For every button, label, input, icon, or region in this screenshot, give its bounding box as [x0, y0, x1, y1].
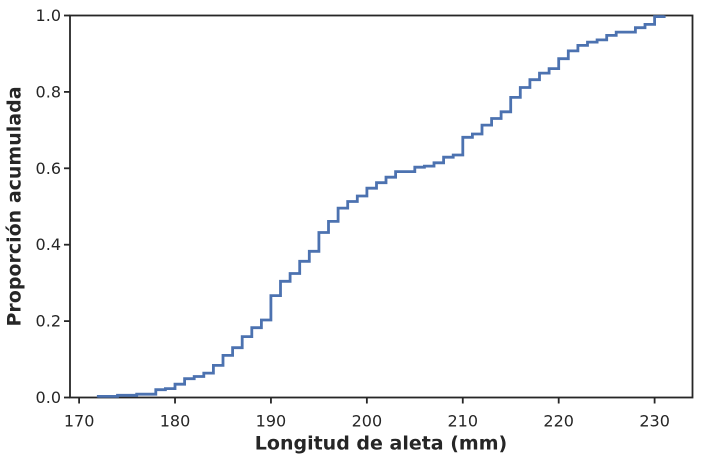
y-axis-label: Proporción acumulada — [4, 86, 26, 326]
x-tick-label: 180 — [160, 412, 191, 431]
ecdf-curve — [96, 15, 666, 398]
y-tick-label: 0.6 — [36, 159, 61, 178]
y-tick-label: 0.0 — [36, 388, 61, 407]
x-tick-label: 170 — [64, 412, 95, 431]
y-tick-label: 1.0 — [36, 6, 61, 25]
y-tick-label: 0.4 — [36, 235, 61, 254]
x-tick-label: 200 — [352, 412, 383, 431]
y-tick-label: 0.2 — [36, 312, 61, 331]
axes-box — [69, 14, 694, 399]
x-tick-label: 210 — [448, 412, 479, 431]
ecdf-line — [96, 15, 666, 398]
x-axis-label: Longitud de aleta (mm) — [255, 433, 507, 455]
x-tick-label: 190 — [256, 412, 287, 431]
plot-spines — [69, 14, 694, 399]
x-tick-label: 230 — [639, 412, 670, 431]
axis-ticks: 170 180 190 200 210 220 230 0.0 0.2 0.4 0.6 0.8 1.0 — [36, 6, 670, 430]
y-tick-label: 0.8 — [36, 82, 61, 101]
x-tick-label: 220 — [543, 412, 574, 431]
